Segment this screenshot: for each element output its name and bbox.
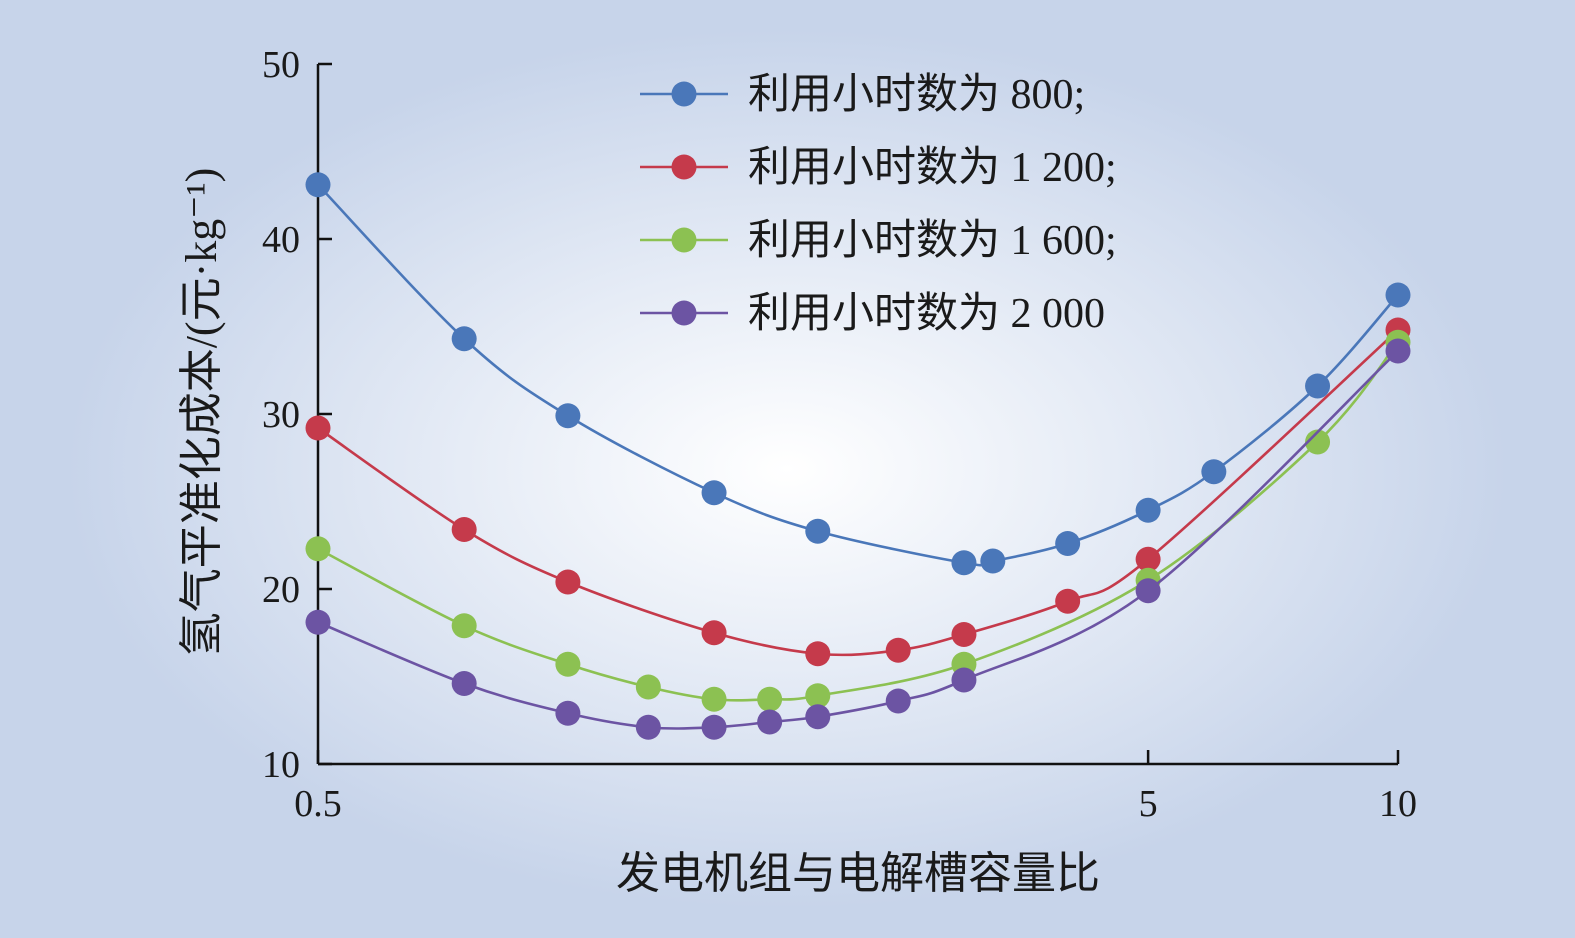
data-point xyxy=(701,714,727,740)
data-point xyxy=(885,637,911,663)
data-point xyxy=(451,613,477,639)
data-point xyxy=(305,172,331,198)
legend-label: 利用小时数为 2 000 xyxy=(748,291,1105,337)
data-point xyxy=(951,550,977,576)
data-point xyxy=(805,641,831,667)
data-point xyxy=(951,622,977,647)
data-point xyxy=(1385,282,1411,308)
data-point xyxy=(555,700,581,726)
legend-item-3: 利用小时数为 1 600; xyxy=(640,218,1117,264)
data-point xyxy=(757,686,783,712)
data-point xyxy=(451,326,477,352)
data-point xyxy=(635,714,661,740)
data-point xyxy=(1385,338,1411,364)
data-point xyxy=(701,480,727,506)
y-tick-label: 10 xyxy=(262,744,300,786)
legend-item-1: 利用小时数为 800; xyxy=(640,72,1085,118)
x-axis-title: 发电机组与电解槽容量比 xyxy=(616,849,1100,898)
y-ticks: 10 20 30 40 50 xyxy=(262,44,332,786)
y-axis-title: 氢气平准化成本/(元·kg⁻¹) xyxy=(177,168,226,657)
data-point xyxy=(701,686,727,712)
data-point xyxy=(305,415,331,441)
x-ticks: 0.5 5 10 xyxy=(294,750,1417,825)
x-tick-label: 5 xyxy=(1139,783,1158,825)
data-point xyxy=(951,667,977,693)
series-line xyxy=(317,341,1400,702)
data-point xyxy=(305,609,331,635)
data-point xyxy=(701,620,727,646)
y-tick-label: 30 xyxy=(262,394,300,436)
series-layer xyxy=(305,172,1411,740)
data-point xyxy=(805,704,831,730)
data-point xyxy=(305,536,331,562)
legend-item-2: 利用小时数为 1 200; xyxy=(640,145,1117,191)
legend-label: 利用小时数为 800; xyxy=(748,72,1085,118)
y-tick-label: 20 xyxy=(262,569,300,611)
data-point xyxy=(1201,459,1227,485)
x-tick-label: 10 xyxy=(1379,783,1417,825)
data-point xyxy=(1055,531,1081,556)
data-point xyxy=(1305,373,1331,399)
series-1 xyxy=(305,172,1411,576)
legend-marker xyxy=(671,81,697,107)
legend-marker xyxy=(671,300,697,326)
legend-marker xyxy=(671,154,697,180)
legend-label: 利用小时数为 1 200; xyxy=(748,145,1117,191)
legend-item-4: 利用小时数为 2 000 xyxy=(640,291,1105,337)
legend: 利用小时数为 800; 利用小时数为 1 200; 利用小时数为 1 600; 利用小… xyxy=(640,72,1117,337)
data-point xyxy=(1055,588,1081,614)
legend-label: 利用小时数为 1 600; xyxy=(748,218,1117,264)
series-4 xyxy=(305,338,1411,740)
y-tick-label: 50 xyxy=(262,44,300,86)
data-point xyxy=(451,671,477,696)
data-point xyxy=(885,688,911,714)
data-point xyxy=(1305,429,1331,455)
data-point xyxy=(635,674,661,700)
data-point xyxy=(805,683,831,709)
data-point xyxy=(1135,497,1161,523)
series-2 xyxy=(305,317,1411,667)
data-point xyxy=(555,569,581,595)
series-line xyxy=(317,329,1399,657)
data-point xyxy=(805,518,831,544)
data-point xyxy=(555,403,581,429)
data-point xyxy=(980,548,1006,574)
data-point xyxy=(451,517,477,542)
data-point xyxy=(1135,578,1161,604)
x-tick-label: 0.5 xyxy=(294,783,342,825)
y-tick-label: 40 xyxy=(262,219,300,261)
data-point xyxy=(757,709,783,735)
legend-marker xyxy=(671,227,697,253)
data-point xyxy=(555,651,581,677)
data-point xyxy=(1135,546,1161,572)
